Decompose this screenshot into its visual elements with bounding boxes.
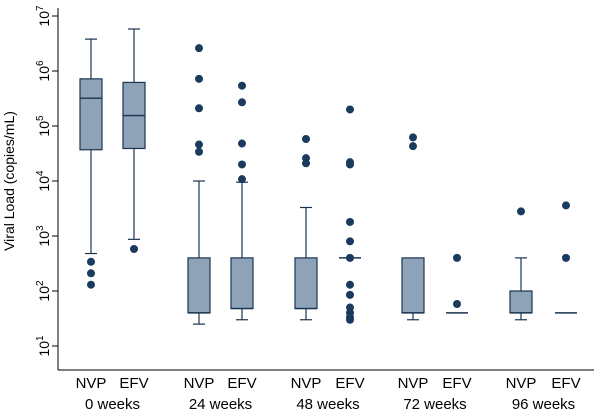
outlier-point [238, 98, 246, 107]
outlier-point [302, 135, 310, 144]
box-iqr [294, 257, 318, 310]
y-tick-label: 102 [35, 280, 52, 302]
y-tick-base: 10 [36, 231, 52, 247]
box-72-weeks-EFV [446, 253, 468, 314]
group-label: 48 weeks [296, 396, 359, 412]
y-tick-label: 107 [35, 5, 52, 27]
outlier-point [195, 140, 203, 149]
box-label: EFV [335, 375, 364, 392]
box-48-weeks-NVP [294, 135, 318, 321]
outlier-point [346, 280, 354, 289]
y-tick-base: 10 [36, 176, 52, 192]
box-72-weeks-NVP [401, 133, 425, 321]
box-iqr [187, 257, 211, 314]
outlier-point [346, 237, 354, 246]
box-label: EFV [119, 375, 148, 392]
outlier-point [453, 300, 461, 309]
y-tick-base: 10 [36, 66, 52, 82]
group-label: 24 weeks [189, 396, 252, 412]
y-tick-exponent: 1 [35, 335, 46, 341]
box-iqr [401, 257, 425, 314]
outlier-point [346, 315, 354, 324]
box-label: NVP [291, 375, 322, 392]
outlier-point [195, 104, 203, 113]
outlier-point [562, 201, 570, 210]
outlier-point [346, 253, 354, 262]
outlier-point [130, 245, 138, 254]
box-label: EFV [442, 375, 471, 392]
box-iqr [230, 257, 254, 310]
box-24-weeks-EFV [230, 81, 254, 321]
y-tick-label: 101 [35, 335, 52, 357]
outlier-point [238, 139, 246, 148]
outlier-point [346, 290, 354, 299]
outlier-point [195, 74, 203, 83]
outlier-point [238, 160, 246, 169]
box-label: NVP [184, 375, 215, 392]
outlier-point [87, 269, 95, 278]
y-tick-exponent: 3 [35, 225, 46, 231]
outlier-point [562, 253, 570, 262]
outlier-point [346, 217, 354, 226]
y-tick-base: 10 [36, 11, 52, 27]
box-0-weeks-EFV [122, 28, 146, 254]
y-tick-exponent: 2 [35, 280, 46, 286]
outlier-point [87, 257, 95, 266]
box-24-weeks-NVP [187, 44, 211, 325]
plot-area [79, 28, 577, 325]
y-tick-label: 106 [35, 60, 52, 82]
box-label: EFV [227, 375, 256, 392]
box-label: NVP [76, 375, 107, 392]
box-0-weeks-NVP [79, 38, 103, 289]
y-axis-title: Viral Load (copies/mL) [1, 111, 17, 251]
box-label: NVP [506, 375, 537, 392]
box-label: NVP [398, 375, 429, 392]
outlier-point [195, 44, 203, 53]
y-tick-exponent: 7 [35, 5, 46, 11]
outlier-point [346, 160, 354, 169]
y-tick-label: 105 [35, 115, 52, 137]
y-tick-exponent: 5 [35, 115, 46, 121]
y-tick-exponent: 4 [35, 170, 46, 176]
outlier-point [302, 159, 310, 168]
box-48-weeks-EFV [339, 105, 361, 324]
outlier-point [409, 133, 417, 142]
outlier-point [238, 81, 246, 90]
outlier-point [409, 142, 417, 151]
outlier-point [87, 280, 95, 289]
outlier-point [195, 147, 203, 156]
box-iqr [79, 78, 103, 151]
outlier-point [453, 253, 461, 262]
group-label: 0 weeks [85, 396, 140, 412]
x-axis-labels: NVP EFV 0 weeks NVP EFV 24 weeks NVP EFV 48 week… [76, 375, 581, 412]
y-tick-base: 10 [36, 286, 52, 302]
outlier-point [346, 105, 354, 114]
outlier-point [517, 207, 525, 216]
box-label: EFV [551, 375, 580, 392]
outlier-point [238, 175, 246, 184]
group-label: 72 weeks [403, 396, 466, 412]
y-tick-base: 10 [36, 121, 52, 137]
y-tick-label: 104 [35, 170, 52, 192]
box-96-weeks-EFV [555, 201, 577, 314]
axes [57, 8, 594, 371]
y-tick-label: 103 [35, 225, 52, 247]
group-label: 96 weeks [512, 396, 575, 412]
box-96-weeks-NVP [509, 207, 533, 321]
y-tick-base: 10 [36, 341, 52, 357]
y-tick-exponent: 6 [35, 60, 46, 66]
box-iqr [509, 290, 533, 314]
